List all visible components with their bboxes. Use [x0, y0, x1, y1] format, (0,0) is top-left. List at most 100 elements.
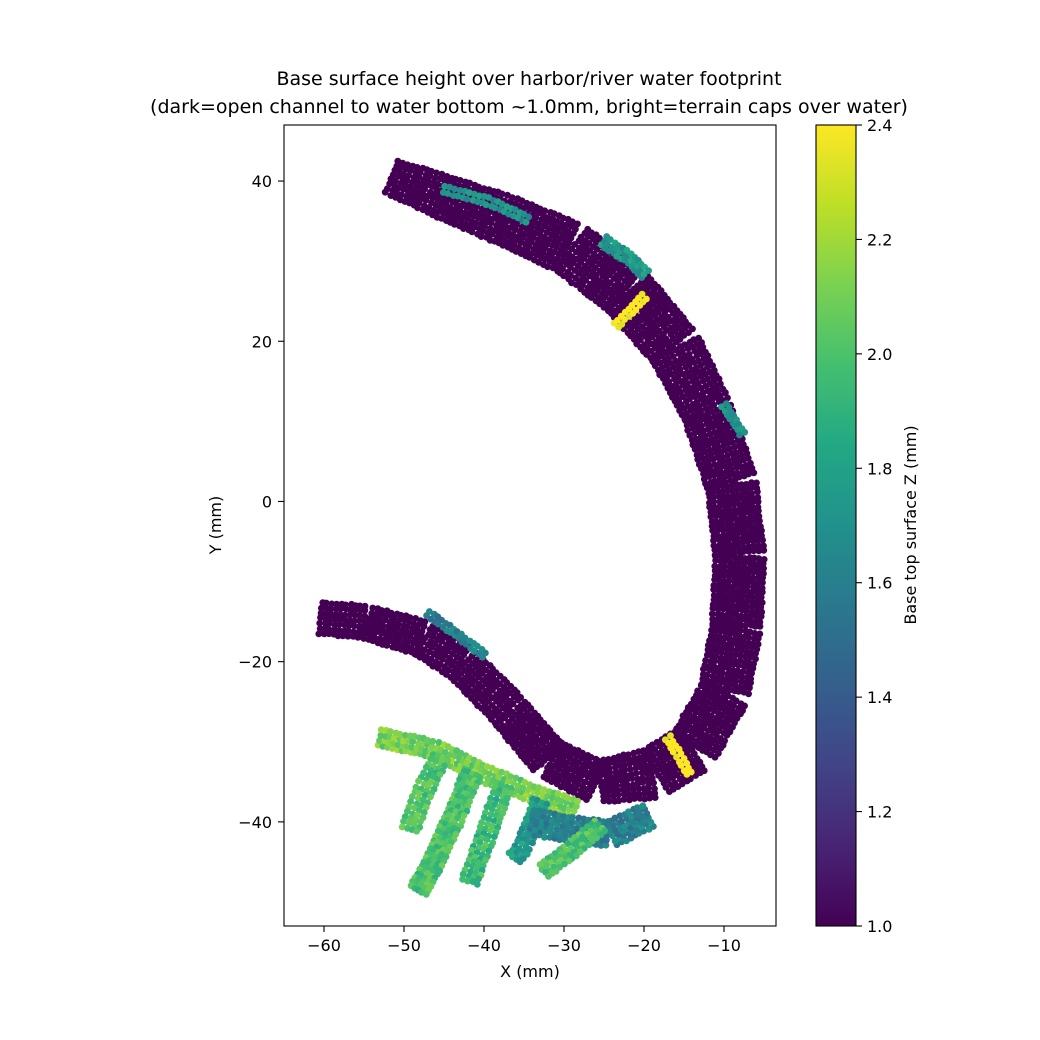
colorbar-tick-label: 1.8: [867, 459, 892, 478]
data-point: [744, 588, 752, 595]
data-point: [738, 647, 746, 654]
data-point: [621, 790, 628, 798]
data-point: [730, 501, 738, 508]
data-point: [746, 684, 753, 692]
data-point: [333, 600, 340, 608]
data-point: [346, 611, 354, 619]
data-point: [567, 271, 574, 279]
data-point: [535, 784, 543, 791]
data-point: [633, 804, 641, 811]
data-point: [477, 233, 485, 241]
data-point: [544, 263, 551, 271]
data-point: [532, 214, 540, 221]
data-point: [745, 547, 753, 555]
data-point: [468, 846, 475, 854]
data-point: [639, 802, 647, 810]
x-tick-label: −20: [627, 936, 661, 955]
data-point: [460, 812, 468, 819]
data-point: [735, 558, 743, 566]
data-point: [754, 536, 762, 544]
data-point: [739, 592, 747, 600]
data-point: [644, 770, 651, 778]
data-point: [475, 875, 482, 883]
data-point: [724, 394, 731, 402]
data-point: [661, 308, 669, 316]
data-point: [473, 864, 481, 871]
data-point: [374, 639, 382, 647]
data-point: [456, 177, 464, 184]
data-point: [400, 737, 407, 744]
data-point: [400, 818, 407, 825]
data-point: [333, 605, 340, 613]
data-point: [669, 774, 677, 782]
data-point: [754, 488, 761, 496]
data-point: [388, 745, 396, 752]
data-point: [704, 352, 712, 359]
data-point: [572, 225, 579, 233]
data-point: [735, 473, 743, 481]
data-point: [515, 748, 522, 756]
data-point: [677, 750, 685, 758]
data-point: [626, 760, 633, 768]
data-point: [316, 619, 324, 627]
data-point: [539, 791, 547, 799]
data-point: [548, 254, 556, 261]
data-point: [543, 800, 551, 808]
y-tick-label: 40: [252, 172, 272, 191]
data-point: [759, 579, 766, 586]
data-point: [741, 428, 749, 436]
data-point: [544, 815, 552, 822]
data-point: [494, 790, 501, 798]
data-point: [635, 785, 643, 792]
data-point: [413, 164, 421, 171]
data-point: [714, 738, 722, 746]
chart-subtitle: (dark=open channel to water bottom ~1.0m…: [150, 96, 908, 118]
data-point: [350, 622, 358, 630]
data-point: [550, 210, 558, 218]
data-point: [740, 548, 747, 555]
data-point: [654, 308, 662, 316]
colorbar-tick-label: 1.4: [867, 688, 892, 707]
data-point: [706, 503, 713, 511]
data-point: [344, 632, 352, 640]
data-point: [620, 796, 628, 803]
data-point: [704, 671, 711, 679]
data-point: [756, 623, 764, 630]
data-point: [475, 183, 483, 191]
data-point: [557, 219, 565, 227]
data-point: [726, 506, 733, 513]
data-point: [710, 537, 717, 544]
data-point: [731, 510, 739, 517]
data-point: [582, 277, 590, 284]
data-point: [472, 219, 480, 227]
data-point: [502, 222, 509, 230]
x-axis-label: X (mm): [500, 962, 560, 981]
data-point: [632, 306, 640, 314]
data-point: [391, 177, 399, 185]
data-point: [637, 763, 645, 771]
data-point: [516, 858, 524, 866]
data-point: [468, 792, 475, 800]
data-point: [459, 870, 467, 878]
data-point: [759, 574, 766, 581]
data-point: [750, 547, 757, 555]
data-point: [463, 861, 471, 868]
data-point: [737, 622, 744, 629]
data-point: [746, 514, 754, 521]
data-point: [666, 788, 673, 795]
y-tick-label: 20: [252, 332, 272, 351]
data-point: [453, 201, 461, 209]
data-point: [414, 204, 421, 212]
data-point: [632, 764, 640, 772]
data-point: [412, 615, 419, 622]
data-point: [320, 630, 328, 638]
data-point: [605, 759, 613, 767]
data-point: [736, 431, 743, 439]
data-point: [355, 623, 363, 631]
x-tick-label: −40: [467, 936, 501, 955]
data-point: [451, 185, 458, 193]
colorbar-tick-label: 2.4: [867, 116, 892, 135]
data-point: [427, 793, 434, 801]
data-point: [719, 526, 727, 534]
